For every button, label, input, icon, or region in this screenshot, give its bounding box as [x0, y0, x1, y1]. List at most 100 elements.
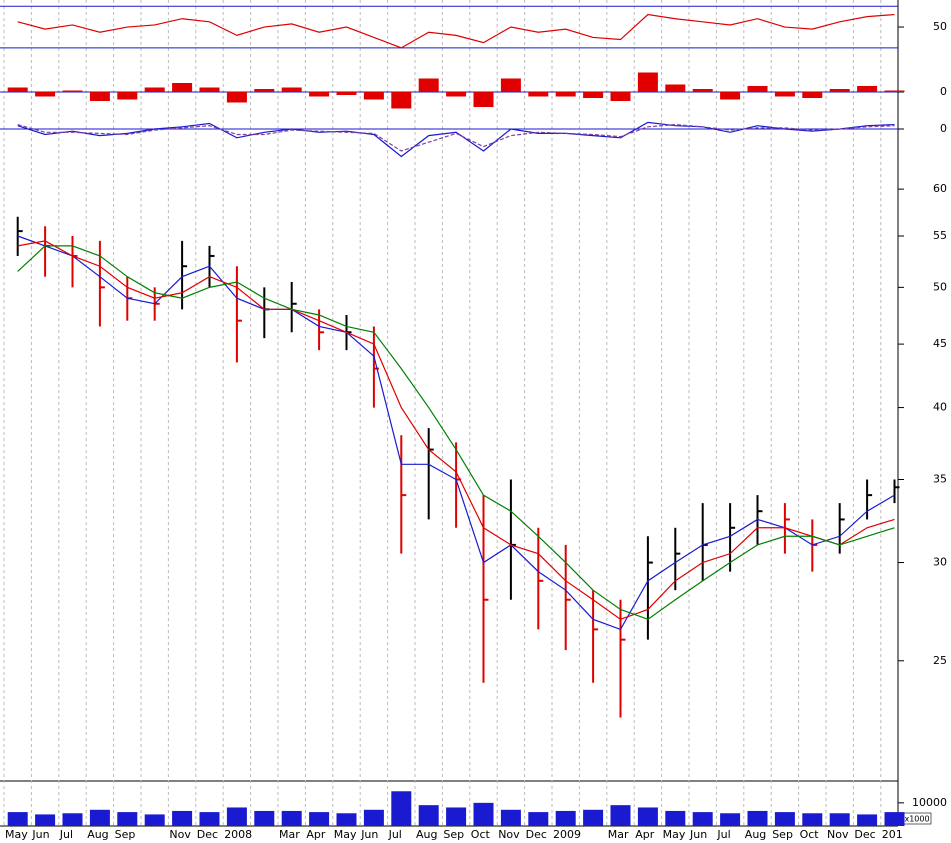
- x-tick-label: Dec: [854, 828, 875, 841]
- x-tick-label: Apr: [306, 828, 326, 841]
- volume-bar: [226, 807, 247, 826]
- volume-bar: [254, 810, 275, 826]
- series-line: [17, 13, 895, 49]
- y-tick-label: 0: [940, 122, 947, 135]
- x-tick-label: Jun: [360, 828, 378, 841]
- volume-bar: [391, 791, 412, 826]
- histogram-bar: [7, 87, 28, 92]
- x-tick-label: Nov: [498, 828, 520, 841]
- histogram-bar: [665, 84, 686, 92]
- y-tick-label: 50: [933, 280, 947, 293]
- volume-bar: [637, 807, 658, 826]
- x-tick-label: Apr: [635, 828, 655, 841]
- histogram-bar: [555, 92, 576, 97]
- histogram-bar: [117, 92, 138, 100]
- histogram-bar: [884, 90, 905, 92]
- histogram-bar: [281, 87, 302, 92]
- x-tick-label: Sep: [443, 828, 464, 841]
- x-tick-label: May: [334, 828, 357, 841]
- histogram-bar: [610, 92, 631, 101]
- series-line: [17, 240, 895, 620]
- x-tick-label: May: [5, 828, 28, 841]
- volume-bar: [281, 810, 302, 826]
- volume-bar: [692, 812, 713, 826]
- volume-bar: [528, 812, 549, 826]
- x-tick-label: Mar: [279, 828, 300, 841]
- volume-bar: [555, 810, 576, 826]
- y-tick-label: 25: [933, 654, 947, 667]
- volume-bar: [35, 814, 56, 826]
- x-tick-label: Sep: [115, 828, 136, 841]
- volume-bar: [117, 812, 138, 826]
- volume-bar: [418, 805, 439, 826]
- histogram-bar: [363, 92, 384, 100]
- histogram-bar: [172, 83, 193, 92]
- histogram-bar: [720, 92, 741, 100]
- x-tick-label: Jul: [388, 828, 402, 841]
- x-tick-label: May: [663, 828, 686, 841]
- volume-bar: [665, 810, 686, 826]
- series-line: [17, 123, 895, 152]
- x-tick-label: Jul: [716, 828, 730, 841]
- x-tick-label: Dec: [526, 828, 547, 841]
- histogram-bar: [802, 92, 823, 98]
- volume-bar: [500, 809, 521, 826]
- x-tick-label: Jun: [31, 828, 49, 841]
- x-tick-label: 2008: [224, 828, 252, 841]
- volume-bar: [473, 802, 494, 826]
- x-tick-label: Aug: [745, 828, 766, 841]
- histogram-bar: [144, 87, 165, 92]
- volume-bar: [747, 810, 768, 826]
- volume-bar: [446, 807, 467, 826]
- volume-bar: [857, 814, 878, 826]
- x-tick-label: Oct: [471, 828, 491, 841]
- histogram-bar: [637, 72, 658, 92]
- volume-bar: [720, 813, 741, 826]
- x-tick-label: Aug: [416, 828, 437, 841]
- histogram-bar: [774, 92, 795, 97]
- y-tick-label: 40: [933, 401, 947, 414]
- volume-bar: [62, 813, 83, 826]
- y-tick-label: 35: [933, 473, 947, 486]
- histogram-bar: [35, 92, 56, 97]
- x-tick-label: Nov: [827, 828, 849, 841]
- histogram-bar: [747, 86, 768, 92]
- x-tick-label: 2009: [553, 828, 581, 841]
- histogram-bar: [254, 89, 275, 92]
- volume-bar: [610, 805, 631, 826]
- x-tick-label: Jul: [59, 828, 73, 841]
- histogram-bar: [226, 92, 247, 103]
- volume-bar: [884, 812, 905, 826]
- y-tick-label: 55: [933, 229, 947, 242]
- histogram-bar: [309, 92, 330, 97]
- histogram-bar: [829, 89, 850, 92]
- y-tick-label: 50: [933, 20, 947, 33]
- x-tick-label: Aug: [87, 828, 108, 841]
- unit-label: x1000: [904, 815, 929, 824]
- histogram-bar: [418, 78, 439, 92]
- histogram-bar: [583, 92, 604, 98]
- volume-bar: [7, 812, 28, 826]
- x-tick-label: Oct: [800, 828, 820, 841]
- histogram-bar: [62, 90, 83, 92]
- y-tick-label: 30: [933, 556, 947, 569]
- y-tick-label: 60: [933, 182, 947, 195]
- volume-bar: [89, 809, 110, 826]
- histogram-bar: [336, 92, 357, 95]
- x-tick-label: Jun: [689, 828, 707, 841]
- volume-bar: [199, 812, 220, 826]
- volume-bar: [774, 812, 795, 826]
- volume-bar: [363, 809, 384, 826]
- volume-bar: [583, 809, 604, 826]
- y-tick-label: 0: [940, 85, 947, 98]
- x-tick-label: Mar: [608, 828, 629, 841]
- histogram-bar: [500, 78, 521, 92]
- y-tick-label: 45: [933, 337, 947, 350]
- volume-bar: [802, 813, 823, 826]
- volume-bar: [172, 810, 193, 826]
- volume-bar: [829, 813, 850, 826]
- series-line: [17, 121, 895, 158]
- histogram-bar: [391, 92, 412, 109]
- histogram-bar: [528, 92, 549, 97]
